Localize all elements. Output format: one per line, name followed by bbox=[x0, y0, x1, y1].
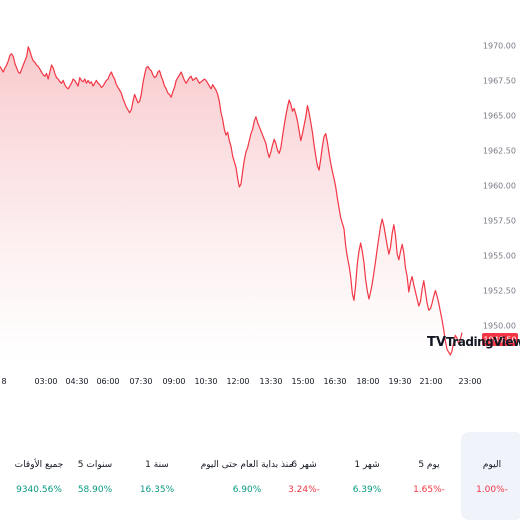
period-label: 5 سنوات bbox=[77, 460, 113, 470]
y-tick-label: 1967.50 bbox=[483, 76, 516, 85]
x-tick-label: 12:00 bbox=[226, 377, 249, 386]
time-axis: 8 03:00 04:30 06:00 07:30 09:00 10:30 12:00 13:3… bbox=[1, 377, 481, 386]
period-change-value: 58.90% bbox=[77, 485, 113, 495]
period-label: 6 شهر bbox=[291, 460, 317, 470]
period-tab[interactable]: 5 سنوات 58.90% bbox=[64, 432, 126, 520]
y-tick-label: 1965.00 bbox=[483, 112, 516, 121]
period-label: منذ بداية العام حتى اليوم bbox=[200, 460, 294, 470]
price-line bbox=[0, 46, 463, 356]
x-tick-label: 10:30 bbox=[194, 377, 217, 386]
period-label: 1 سنة bbox=[145, 460, 169, 470]
x-tick-label: 03:00 bbox=[34, 377, 57, 386]
period-label: 1 شهر bbox=[354, 460, 380, 470]
x-tick-label: 21:00 bbox=[419, 377, 442, 386]
tradingview-logo-mark: TV bbox=[427, 335, 446, 350]
period-change-value: 1.00%- bbox=[476, 485, 508, 495]
x-tick-label: 15:00 bbox=[291, 377, 314, 386]
x-tick-label: 19:30 bbox=[388, 377, 411, 386]
price-chart[interactable]: 1970.00 1967.50 1965.00 1962.50 1960.00 1957.… bbox=[0, 0, 520, 390]
x-tick-label: 23:00 bbox=[458, 377, 481, 386]
price-area bbox=[0, 46, 462, 363]
x-tick-label: 18:00 bbox=[356, 377, 379, 386]
y-tick-label: 1960.00 bbox=[483, 182, 516, 191]
y-tick-label: 1962.50 bbox=[483, 147, 516, 156]
period-change-value: 3.24%- bbox=[288, 485, 320, 495]
period-performance-bar: اليوم 1.00%- 5 يوم 1.65%- 1 شهر 6.39% 6 شهر 3.2… bbox=[0, 432, 520, 520]
period-label: اليوم bbox=[482, 460, 502, 470]
x-tick-label: 13:30 bbox=[259, 377, 282, 386]
period-change-value: 16.35% bbox=[139, 485, 175, 495]
period-tab[interactable]: 5 يوم 1.65%- bbox=[398, 432, 460, 520]
period-tab[interactable]: جميع الأوقات 9340.56% bbox=[8, 432, 70, 520]
period-tab[interactable]: 6 شهر 3.24%- bbox=[273, 432, 335, 520]
period-change-value: 1.65%- bbox=[413, 485, 445, 495]
y-tick-label: 1957.50 bbox=[483, 217, 516, 226]
price-axis: 1970.00 1967.50 1965.00 1962.50 1960.00 1957.… bbox=[483, 41, 516, 330]
y-tick-label: 1950.00 bbox=[483, 322, 516, 331]
x-tick-label: 8 bbox=[1, 377, 6, 386]
period-change-value: 6.90% bbox=[232, 485, 262, 495]
period-tab[interactable]: اليوم 1.00%- bbox=[461, 432, 520, 520]
x-tick-label: 06:00 bbox=[96, 377, 119, 386]
x-tick-label: 16:30 bbox=[323, 377, 346, 386]
period-label: جميع الأوقات bbox=[14, 460, 64, 470]
y-tick-label: 1955.00 bbox=[483, 252, 516, 261]
period-tab[interactable]: 1 سنة 16.35% bbox=[126, 432, 188, 520]
y-tick-label: 1970.00 bbox=[483, 41, 516, 50]
period-label: 5 يوم bbox=[418, 460, 440, 470]
last-price-label: 1949.50 bbox=[482, 333, 518, 346]
period-tab[interactable]: منذ بداية العام حتى اليوم 6.90% bbox=[199, 432, 295, 520]
x-tick-label: 07:30 bbox=[129, 377, 152, 386]
x-tick-label: 09:00 bbox=[162, 377, 185, 386]
last-price-text: 1949.50 bbox=[483, 336, 516, 345]
tradingview-logo-text: TradingView bbox=[446, 335, 520, 349]
period-change-value: 9340.56% bbox=[16, 485, 62, 495]
y-tick-label: 1952.50 bbox=[483, 287, 516, 296]
period-change-value: 6.39% bbox=[352, 485, 382, 495]
x-tick-label: 04:30 bbox=[65, 377, 88, 386]
period-tab[interactable]: 1 شهر 6.39% bbox=[336, 432, 398, 520]
tradingview-logo: TV TradingView bbox=[427, 335, 520, 350]
